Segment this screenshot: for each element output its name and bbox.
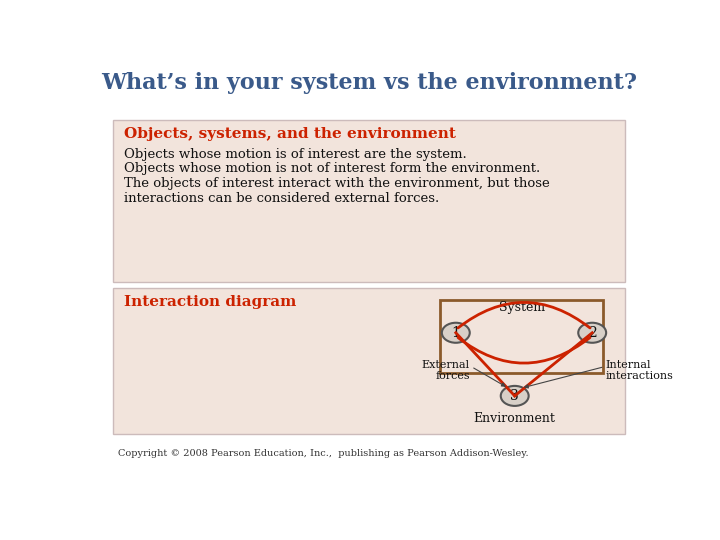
Text: Interaction diagram: Interaction diagram — [124, 295, 297, 309]
Text: System: System — [499, 301, 545, 314]
Ellipse shape — [500, 386, 528, 406]
Text: Objects whose motion is not of interest form the environment.: Objects whose motion is not of interest … — [124, 162, 540, 176]
FancyBboxPatch shape — [113, 120, 625, 282]
Text: Environment: Environment — [474, 413, 556, 426]
FancyBboxPatch shape — [113, 288, 625, 434]
Text: What’s in your system vs the environment?: What’s in your system vs the environment… — [101, 72, 637, 94]
Ellipse shape — [442, 323, 469, 343]
Text: 1: 1 — [451, 326, 460, 340]
Text: Objects, systems, and the environment: Objects, systems, and the environment — [124, 127, 456, 141]
Text: Objects whose motion is of interest are the system.: Objects whose motion is of interest are … — [124, 147, 467, 160]
Text: The objects of interest interact with the environment, but those: The objects of interest interact with th… — [124, 177, 550, 190]
Text: External
forces: External forces — [422, 360, 469, 381]
Text: Internal
interactions: Internal interactions — [606, 360, 673, 381]
Text: 2: 2 — [588, 326, 597, 340]
Ellipse shape — [578, 323, 606, 343]
Text: Copyright © 2008 Pearson Education, Inc.,  publishing as Pearson Addison-Wesley.: Copyright © 2008 Pearson Education, Inc.… — [118, 449, 528, 458]
Text: 3: 3 — [510, 389, 519, 403]
Text: interactions can be considered external forces.: interactions can be considered external … — [124, 192, 439, 205]
